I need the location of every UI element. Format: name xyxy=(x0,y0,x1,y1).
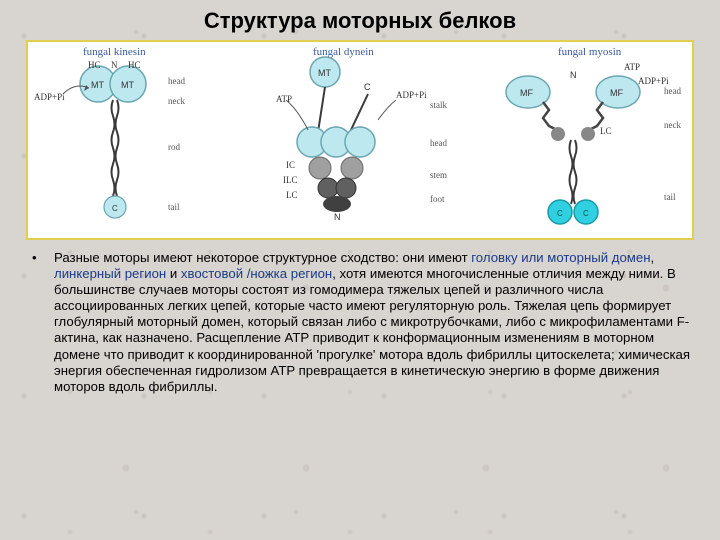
svg-text:MF: MF xyxy=(520,88,533,98)
body-t1: Разные моторы имеют некоторое структурно… xyxy=(54,250,471,265)
svg-text:MT: MT xyxy=(318,68,331,78)
svg-text:C: C xyxy=(112,204,118,213)
m-r-head: head xyxy=(664,86,681,96)
body-h1: головку или моторный домен xyxy=(471,250,650,265)
d-atp: ATP xyxy=(276,94,292,104)
d-ic: IC xyxy=(286,160,295,170)
svg-text:N: N xyxy=(334,212,341,222)
d-adp: ADP+Pi xyxy=(396,90,427,100)
slide-title: Структура моторных белков xyxy=(26,8,694,34)
svg-text:C: C xyxy=(557,209,563,218)
protein-diagram-svg: MT MT C MT C xyxy=(28,42,692,238)
k-n: N xyxy=(111,60,118,70)
body-t3: и xyxy=(166,266,181,281)
body-h3: хвостовой /ножка регион xyxy=(181,266,332,281)
m-r-neck: neck xyxy=(664,120,681,130)
k-r-rod: rod xyxy=(168,142,180,152)
k-hc-r: HC xyxy=(128,60,141,70)
d-r-foot: foot xyxy=(430,194,445,204)
d-ilc: ILC xyxy=(283,175,298,185)
m-atp: ATP xyxy=(624,62,640,72)
d-r-stalk: stalk xyxy=(430,100,447,110)
m-adp: ADP+Pi xyxy=(638,76,669,86)
k-adp: ADP+Pi xyxy=(34,92,65,102)
d-r-head: head xyxy=(430,138,447,148)
d-lc: LC xyxy=(286,190,298,200)
svg-text:C: C xyxy=(583,209,589,218)
svg-text:N: N xyxy=(570,70,577,80)
k-r-head: head xyxy=(168,76,185,86)
body-paragraph: Разные моторы имеют некоторое структурно… xyxy=(26,250,694,395)
k-hc-l: HC xyxy=(88,60,101,70)
body-h2: линкерный регион xyxy=(54,266,166,281)
k-r-tail: tail xyxy=(168,202,180,212)
d-r-stem: stem xyxy=(430,170,447,180)
figure-panel: fungal kinesin fungal dynein fungal myos… xyxy=(26,40,694,240)
m-lc: LC xyxy=(600,126,612,136)
m-r-tail: tail xyxy=(664,192,676,202)
k-r-neck: neck xyxy=(168,96,185,106)
svg-text:MF: MF xyxy=(610,88,623,98)
svg-text:MT: MT xyxy=(121,80,134,90)
svg-text:MT: MT xyxy=(91,80,104,90)
body-t2: , xyxy=(650,250,654,265)
body-t4: , хотя имеются многочисленные отличия ме… xyxy=(54,266,690,394)
svg-text:C: C xyxy=(364,82,371,92)
